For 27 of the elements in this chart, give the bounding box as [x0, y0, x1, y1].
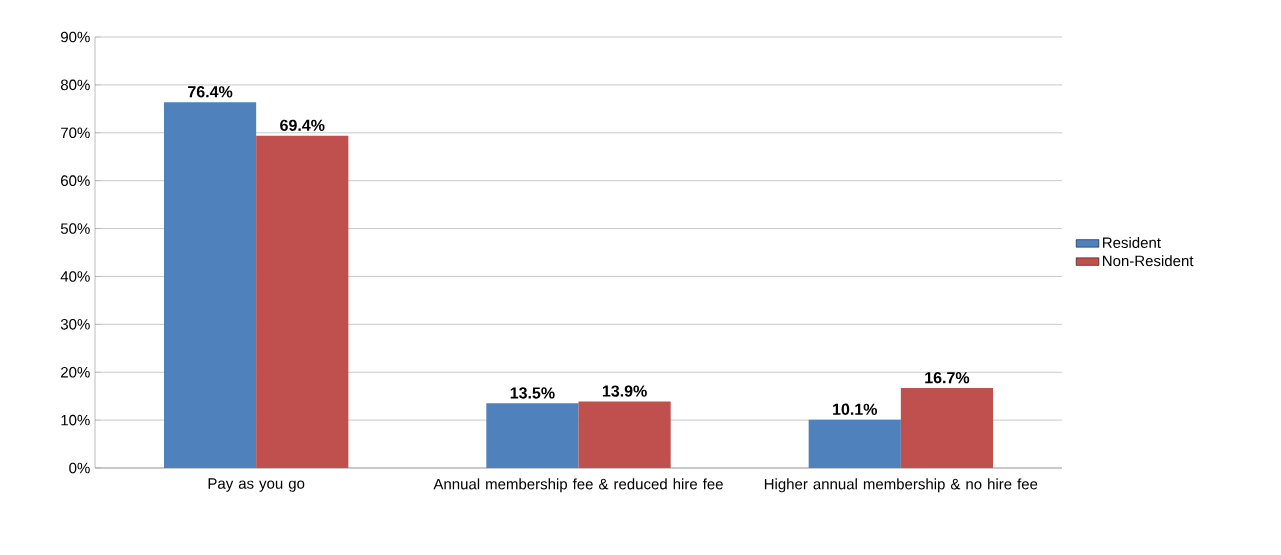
y-tick-label: 30%: [60, 319, 90, 330]
data-label: 13.9%: [602, 385, 647, 397]
x-tick-label: Higher annual membership & no hire fee: [764, 478, 1038, 493]
y-tick-label: 10%: [61, 414, 90, 426]
bar: [163, 102, 257, 468]
y-tick-label: 50%: [60, 223, 90, 234]
bar: [578, 401, 671, 468]
y-tick-label: 70%: [61, 127, 90, 139]
y-tick-label: 0%: [69, 462, 90, 474]
x-tick-label: Annual membership fee & reduced hire fee: [433, 478, 723, 493]
bar: [486, 403, 579, 468]
bar: [808, 419, 901, 468]
data-label: 13.5%: [510, 387, 555, 399]
data-label: 69.4%: [280, 119, 325, 131]
data-label: 16.7%: [925, 372, 970, 384]
x-tick-label: Pay as you go: [208, 478, 305, 492]
legend-label: Non-Resident: [1103, 255, 1194, 267]
y-tick-label: 90%: [60, 31, 90, 43]
data-label: 10.1%: [833, 403, 878, 415]
y-tick-label: 20%: [61, 366, 90, 378]
y-tick-label: 40%: [60, 271, 90, 282]
legend-label: Resident: [1103, 236, 1161, 248]
y-tick-label: 60%: [61, 175, 90, 186]
bar: [900, 388, 994, 468]
y-tick-label: 80%: [60, 79, 90, 91]
bar: [256, 135, 349, 468]
data-label: 76.4%: [188, 86, 233, 98]
